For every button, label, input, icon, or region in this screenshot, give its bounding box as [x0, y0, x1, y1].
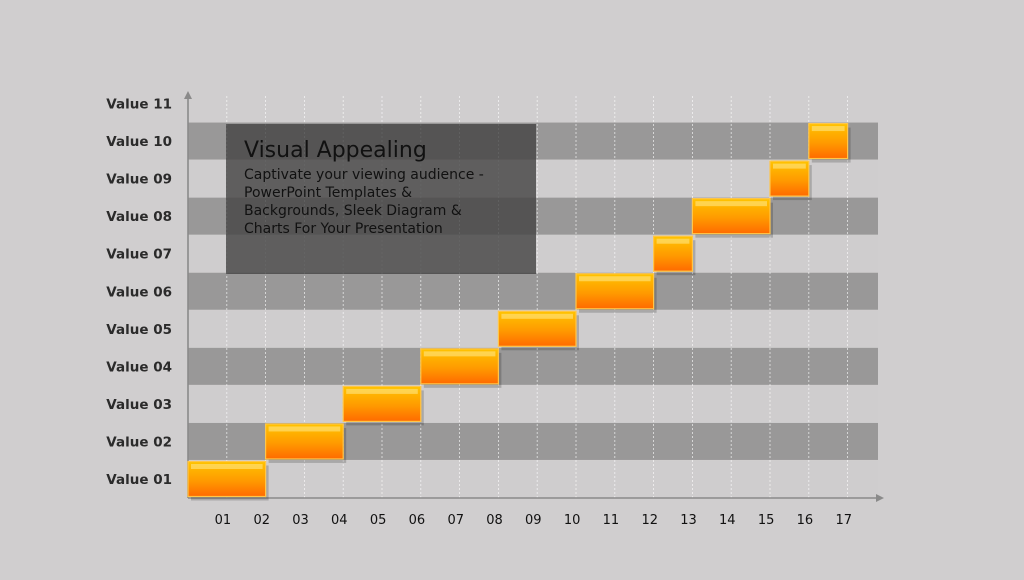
row-band	[188, 272, 878, 310]
x-tick-label: 11	[603, 513, 620, 528]
x-tick-label: 12	[641, 513, 658, 528]
x-tick-label: 07	[447, 513, 464, 528]
y-tick-label: Value 05	[106, 322, 172, 338]
bar	[497, 310, 579, 351]
bar-highlight	[579, 276, 651, 282]
bar	[265, 423, 347, 463]
bar	[652, 235, 696, 276]
x-tick-label: 03	[292, 513, 309, 528]
y-tick-label: Value 09	[106, 172, 172, 188]
bar	[342, 385, 424, 426]
x-tick-label: 13	[680, 513, 697, 528]
callout-box: Visual Appealing Captivate your viewing …	[226, 124, 536, 274]
row-band	[188, 385, 878, 423]
bar	[187, 460, 269, 501]
x-tick-label: 15	[758, 513, 775, 528]
y-axis-arrow	[184, 91, 192, 99]
bar-highlight	[191, 464, 263, 469]
x-tick-label: 08	[486, 513, 503, 528]
bar-highlight	[811, 126, 845, 132]
x-tick-label: 09	[525, 513, 542, 528]
bar-highlight	[268, 426, 341, 432]
x-tick-label: 14	[719, 513, 736, 528]
bar-highlight	[773, 163, 806, 169]
x-tick-label: 10	[564, 513, 581, 528]
y-tick-label: Value 11	[106, 97, 172, 113]
x-axis-arrow	[876, 494, 884, 502]
x-tick-label: 16	[797, 513, 814, 528]
bar	[769, 160, 812, 201]
x-tick-label: 02	[253, 513, 270, 528]
bar-highlight	[346, 388, 418, 394]
y-tick-label: Value 01	[106, 472, 172, 488]
callout-body: Captivate your viewing audience - PowerP…	[244, 167, 484, 237]
y-tick-label: Value 03	[106, 397, 172, 413]
bar-highlight	[656, 238, 690, 244]
callout-title: Visual Appealing	[244, 138, 427, 163]
bar	[575, 273, 657, 313]
y-tick-label: Value 08	[106, 209, 172, 225]
bar	[420, 348, 502, 388]
bar	[691, 198, 773, 238]
x-tick-label: 05	[370, 513, 387, 528]
y-tick-label: Value 10	[106, 134, 172, 150]
x-tick-label: 06	[409, 513, 426, 528]
y-tick-label: Value 02	[106, 434, 172, 450]
bar	[808, 122, 851, 163]
bar-highlight	[501, 313, 573, 319]
x-tick-label: 01	[215, 513, 232, 528]
x-tick-label: 04	[331, 513, 348, 528]
bar-highlight	[695, 201, 767, 207]
y-tick-label: Value 04	[106, 359, 172, 375]
row-band	[188, 347, 878, 385]
x-tick-label: 17	[835, 513, 852, 528]
y-tick-label: Value 07	[106, 247, 172, 263]
y-tick-label: Value 06	[106, 284, 172, 300]
bar-highlight	[423, 351, 496, 357]
row-band	[188, 460, 878, 498]
